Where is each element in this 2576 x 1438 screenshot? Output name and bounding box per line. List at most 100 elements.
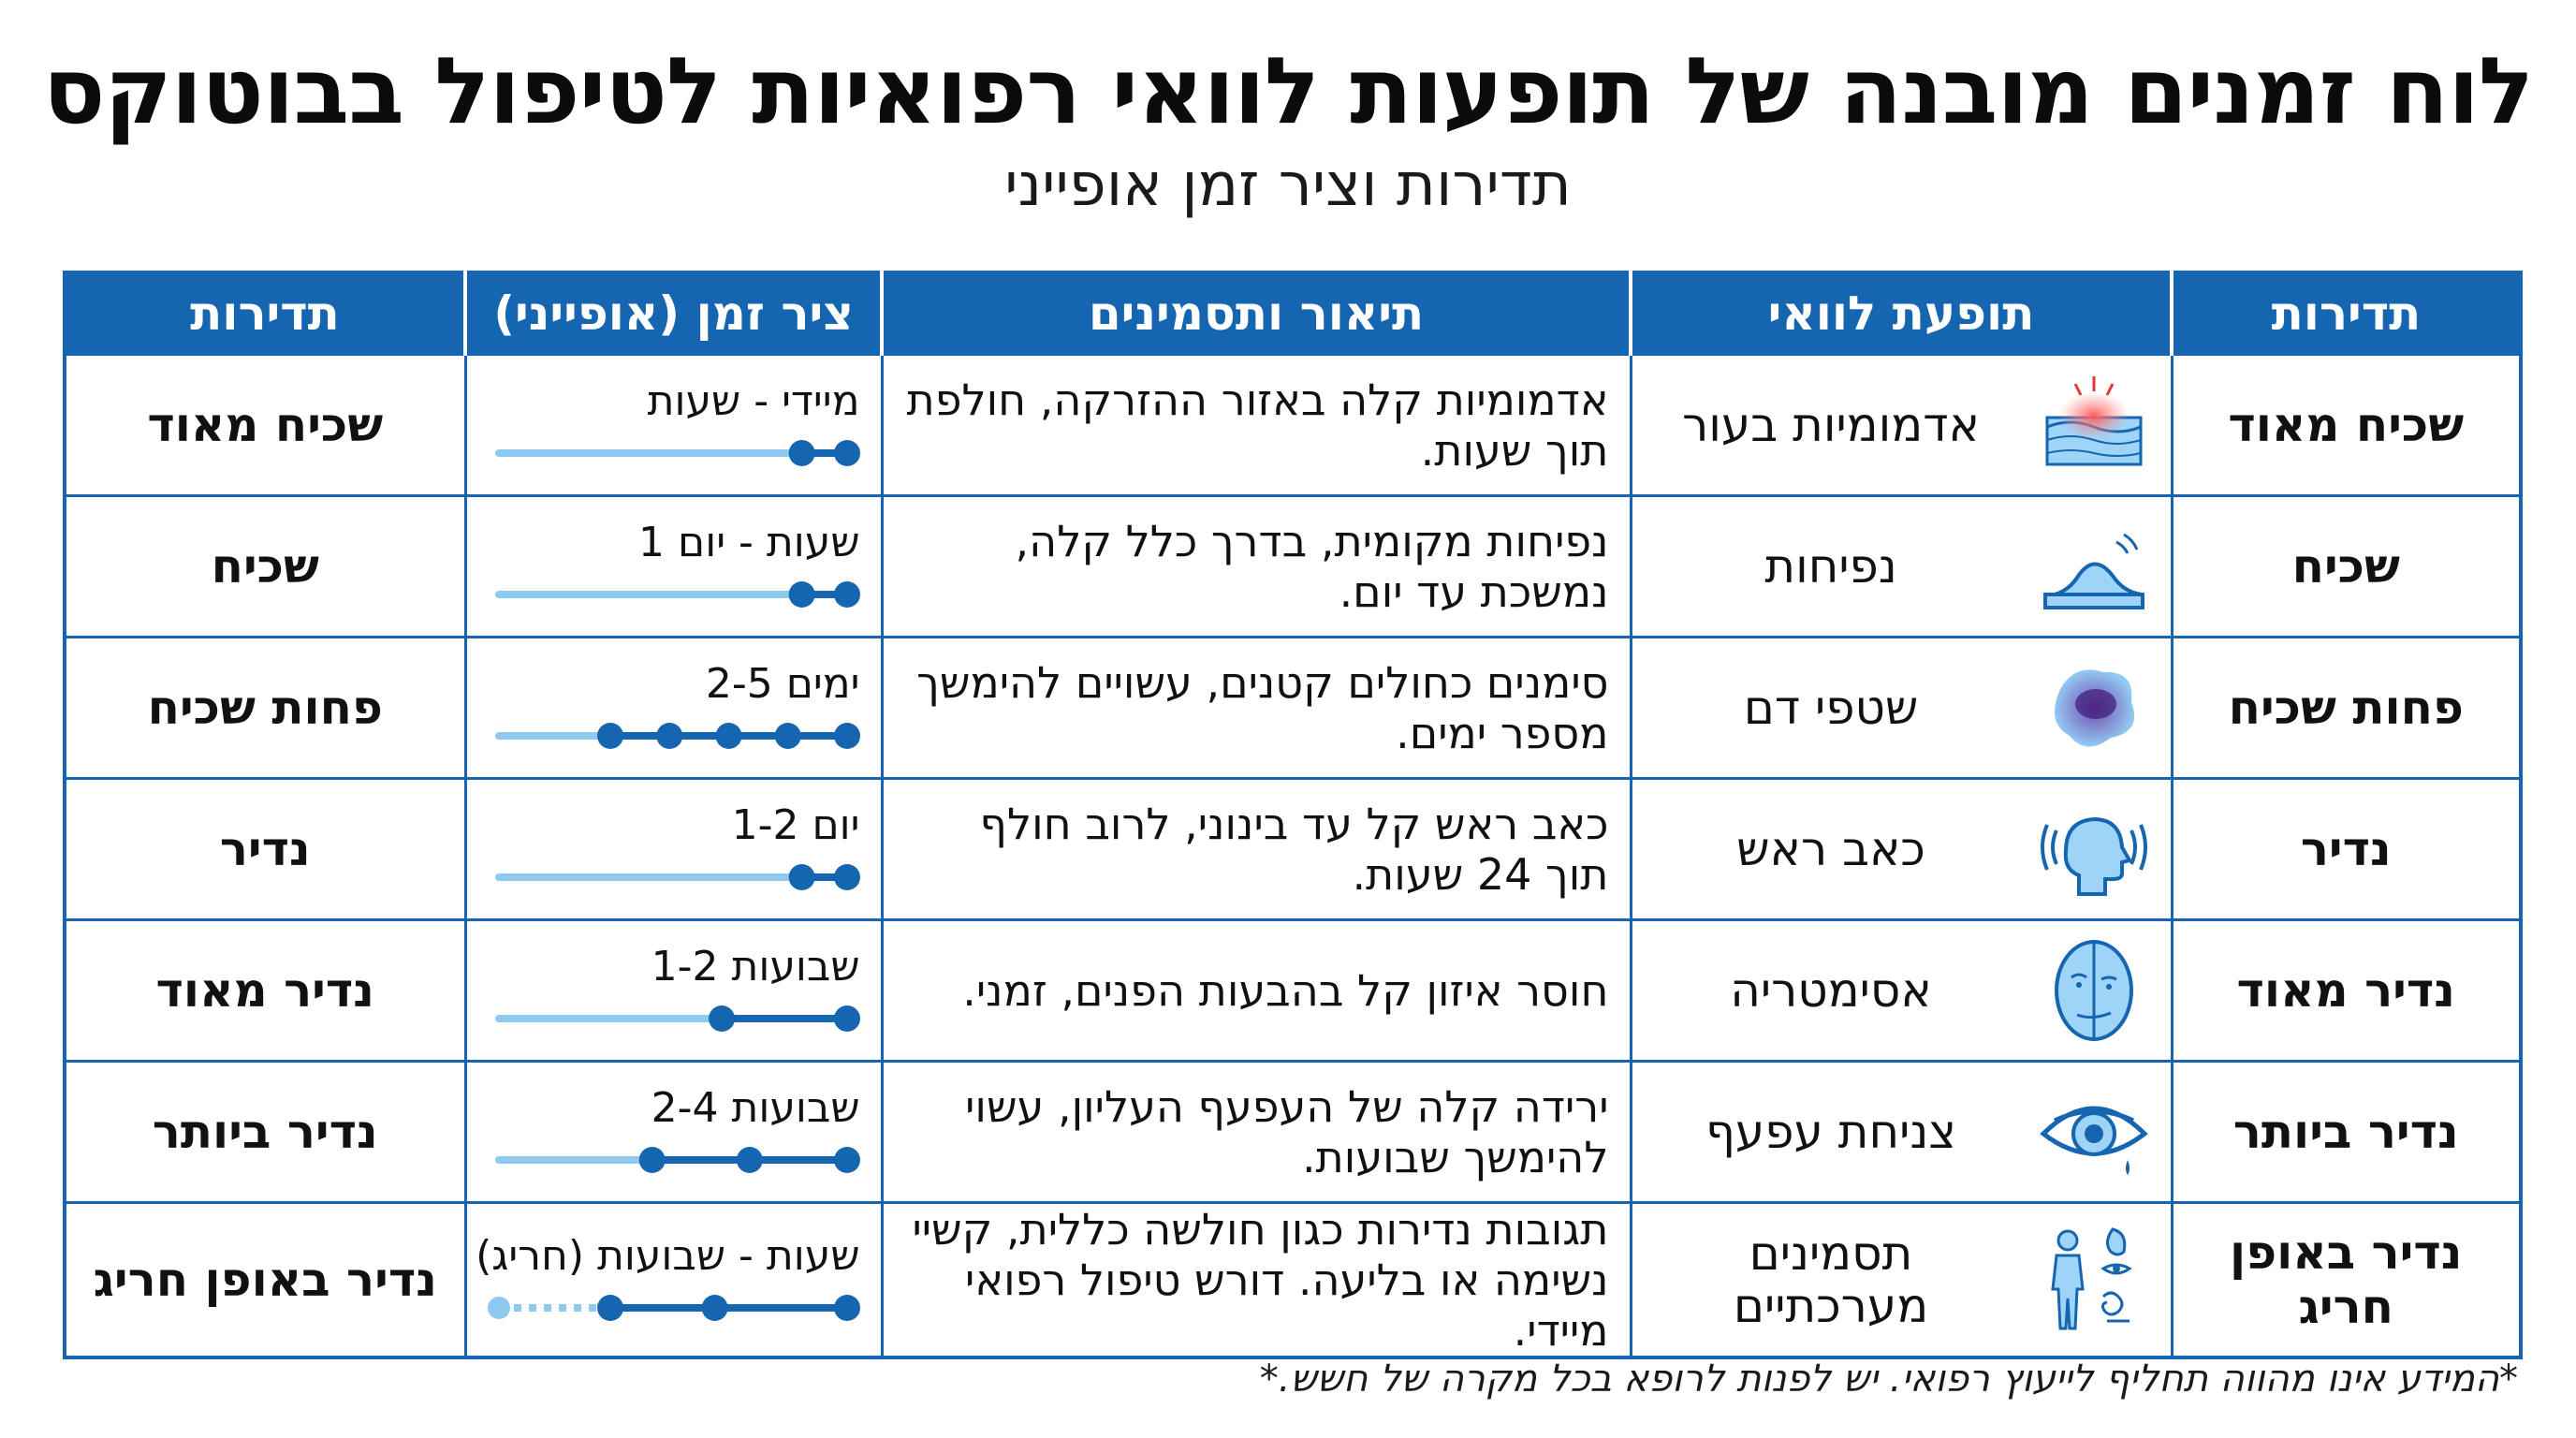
description-cell: חוסר איזון קל בהבעות הפנים, זמני.	[880, 918, 1632, 1063]
timeline-dot	[833, 1005, 860, 1032]
timeline-dot	[701, 1295, 728, 1321]
side-effect-name: נפיחות	[1764, 539, 1897, 594]
frequency-label: נדיר מאוד	[155, 963, 374, 1018]
frequency-label: נדיר	[2300, 822, 2392, 876]
timeline-dot	[833, 1295, 860, 1321]
frequency-cell-repeat: נדיר	[63, 777, 467, 921]
description-cell: תגובות נדירות כגון חולשה כללית, קשיי נשי…	[880, 1201, 1632, 1359]
description-text: סימנים כחולים קטנים, עשויים להימשך מספר …	[916, 657, 1609, 758]
frequency-cell: פחות שכיח	[2170, 636, 2523, 780]
side-effect-name: כאב ראש	[1736, 822, 1925, 876]
table-row: נדיר מאוד אסימטריה חוסר איזון קל בהבעות הפ…	[63, 918, 2523, 1063]
timeline-dot	[833, 723, 860, 749]
frequency-cell-repeat: שכיח	[63, 494, 467, 638]
description-cell: סימנים כחולים קטנים, עשויים להימשך מספר …	[880, 636, 1632, 780]
side-effect-cell: שטפי דם	[1629, 636, 2174, 780]
table-row: שכיח מאוד אדמומיות בעור אדמומיות קלה באזור…	[63, 353, 2523, 497]
frequency-cell: נדיר	[2170, 777, 2523, 921]
description-text: נפיחות מקומית, בדרך כלל קלה, נמשכת עד יו…	[1015, 516, 1609, 617]
side-effect-name: אסימטריה	[1730, 963, 1932, 1018]
frequency-cell-repeat: נדיר באופן חריג	[63, 1201, 467, 1359]
side-effect-cell: כאב ראש	[1629, 777, 2174, 921]
timeline-cell: שעות - שבועות (חריג)	[463, 1201, 884, 1359]
description-text: ירידה קלה של העפעף העליון, עשוי להימשך ש…	[965, 1081, 1609, 1182]
timeline-dot	[833, 1147, 860, 1173]
side-effect-cell: תסמינים מערכתיים	[1629, 1201, 2174, 1359]
timeline-dot	[788, 864, 815, 890]
frequency-label: שכיח	[2291, 539, 2400, 594]
table-row: נדיר באופן חריג תסמינים מערכתיים תגובות נד…	[63, 1201, 2523, 1359]
table-row: נדיר ביותר צניחת עפעף ירידה קלה של העפעף ה…	[63, 1060, 2523, 1204]
timeline-rare-start-dot	[487, 1297, 510, 1319]
timeline-cell: יום 1-2	[463, 777, 884, 921]
skin-redness-icon	[2045, 376, 2142, 466]
timeline-label: ימים 2-5	[705, 660, 860, 708]
frequency-cell: נדיר מאוד	[2170, 918, 2523, 1063]
frequency-cell-repeat: נדיר מאוד	[63, 918, 467, 1063]
frequency-label: נדיר ביותר	[152, 1105, 378, 1159]
timeline-dot	[833, 864, 860, 890]
frequency-cell-repeat: פחות שכיח	[63, 636, 467, 780]
side-effect-cell: אדמומיות בעור	[1629, 353, 2174, 497]
description-cell: אדמומיות קלה באזור ההזרקה, חולפת תוך שעו…	[880, 353, 1632, 497]
frequency-cell: שכיח מאוד	[2170, 353, 2523, 497]
side-effect-name: שטפי דם	[1743, 681, 1919, 735]
timeline-dot	[596, 1295, 623, 1321]
frequency-label: נדיר	[219, 822, 311, 876]
side-effect-name: צניחת עפעף	[1705, 1105, 1957, 1159]
timeline-bar	[494, 581, 860, 608]
timeline-dot	[833, 581, 860, 608]
timeline-bar	[494, 864, 860, 890]
timeline-dot	[788, 581, 815, 608]
timeline-dot	[655, 723, 682, 749]
swelling-icon	[2042, 533, 2144, 609]
table-row: שכיח נפיחות נפיחות מקומית, בדרך כלל קלה, נ…	[63, 494, 2523, 638]
description-text: אדמומיות קלה באזור ההזרקה, חולפת תוך שעו…	[906, 374, 1609, 476]
timeline-label: שעות - שבועות (חריג)	[476, 1232, 860, 1280]
timeline-bar	[494, 723, 860, 749]
bruise-icon	[2054, 669, 2134, 747]
frequency-cell: שכיח	[2170, 494, 2523, 638]
table-header-row: תדירות תופעת לוואי תיאור ותסמינים ציר זמ…	[65, 272, 2521, 355]
frequency-label: פחות שכיח	[2228, 681, 2464, 735]
description-cell: נפיחות מקומית, בדרך כלל קלה, נמשכת עד יו…	[880, 494, 1632, 638]
timeline-bar	[494, 1147, 860, 1173]
side-effect-cell: נפיחות	[1629, 494, 2174, 638]
timeline-cell: שעות - יום 1	[463, 494, 884, 638]
timeline-label: שבועות 2-4	[651, 1084, 860, 1132]
table-row: פחות שכיח שטפי דם סימנים כחולים קטנים, עשו…	[63, 636, 2523, 780]
timeline-cell: שבועות 1-2	[463, 918, 884, 1063]
header-frequency: תדירות	[2170, 272, 2521, 355]
description-text: כאב ראש קל עד בינוני, לרוב חולף תוך 24 ש…	[979, 799, 1609, 900]
description-text: תגובות נדירות כגון חולשה כללית, קשיי נשי…	[912, 1204, 1609, 1356]
description-cell: ירידה קלה של העפעף העליון, עשוי להימשך ש…	[880, 1060, 1632, 1204]
table-row: נדיר כאב ראש כאב ראש קל עד בינוני, לרוב חו…	[63, 777, 2523, 921]
header-timeline: ציר זמן (אופייני)	[463, 272, 882, 355]
frequency-cell: נדיר ביותר	[2170, 1060, 2523, 1204]
timeline-dot	[833, 440, 860, 466]
timeline-dot	[788, 440, 815, 466]
frequency-label: שכיח	[211, 539, 319, 594]
side-effect-name: תסמינים מערכתיים	[1733, 1226, 1929, 1333]
frequency-cell: נדיר באופן חריג	[2170, 1201, 2523, 1359]
frequency-label: שכיח מאוד	[147, 398, 384, 452]
timeline-label: שבועות 1-2	[651, 943, 860, 990]
timeline-dot	[638, 1147, 666, 1173]
frequency-cell-repeat: נדיר ביותר	[63, 1060, 467, 1204]
side-effect-name: אדמומיות בעור	[1682, 398, 1980, 452]
page-title: לוח זמנים מובנה של תופעות לוואי רפואיות …	[42, 38, 2534, 145]
timeline-dot	[715, 723, 742, 749]
description-text: חוסר איזון קל בהבעות הפנים, זמני.	[962, 965, 1609, 1016]
side-effect-cell: אסימטריה	[1629, 918, 2174, 1063]
frequency-cell-repeat: שכיח מאוד	[63, 353, 467, 497]
frequency-label: נדיר מאוד	[2236, 963, 2455, 1018]
face-asymmetry-icon	[2054, 940, 2133, 1041]
frequency-label: נדיר באופן חריג	[2230, 1225, 2463, 1334]
page-subtitle: תדירות וציר זמן אופייני	[1004, 151, 1572, 220]
timeline-bar	[487, 1295, 860, 1321]
timeline-dot	[774, 723, 801, 749]
frequency-label: שכיח מאוד	[2228, 398, 2465, 452]
timeline-cell: שבועות 2-4	[463, 1060, 884, 1204]
timeline-bar	[494, 440, 860, 466]
